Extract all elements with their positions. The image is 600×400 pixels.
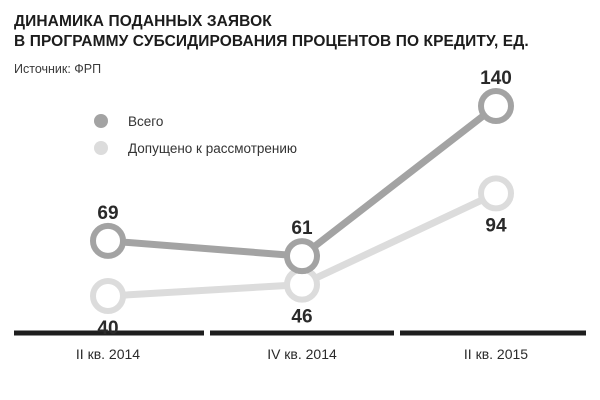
chart-source: Источник: ФРП xyxy=(14,62,102,76)
data-label-total: 69 xyxy=(97,203,118,224)
chart-title: ДИНАМИКА ПОДАННЫХ ЗАЯВОК В ПРОГРАММУ СУБ… xyxy=(14,12,586,52)
legend-label-total: Всего xyxy=(128,114,163,129)
chart-title-line2: В ПРОГРАММУ СУБСИДИРОВАНИЯ ПРОЦЕНТОВ ПО … xyxy=(14,33,529,50)
data-point-total xyxy=(284,238,320,275)
x-tick-label: IV кв. 2014 xyxy=(267,346,337,362)
chart-title-line1: ДИНАМИКА ПОДАННЫХ ЗАЯВОК xyxy=(14,13,272,30)
data-label-accepted: 94 xyxy=(485,215,507,236)
data-label-total: 61 xyxy=(291,218,313,239)
data-point-total xyxy=(478,88,514,124)
data-label-accepted: 46 xyxy=(291,307,312,328)
legend-marker-accepted xyxy=(94,141,108,155)
x-tick-label: II кв. 2014 xyxy=(76,346,140,362)
x-tick-label: II кв. 2015 xyxy=(464,346,528,362)
data-label-accepted: 40 xyxy=(97,318,118,339)
legend-label-accepted: Допущено к рассмотрению xyxy=(128,141,297,156)
data-point-accepted xyxy=(478,175,514,212)
data-point-total xyxy=(90,222,126,259)
legend-marker-total xyxy=(94,114,108,128)
data-label-total: 140 xyxy=(480,68,512,89)
data-point-accepted xyxy=(90,278,126,314)
